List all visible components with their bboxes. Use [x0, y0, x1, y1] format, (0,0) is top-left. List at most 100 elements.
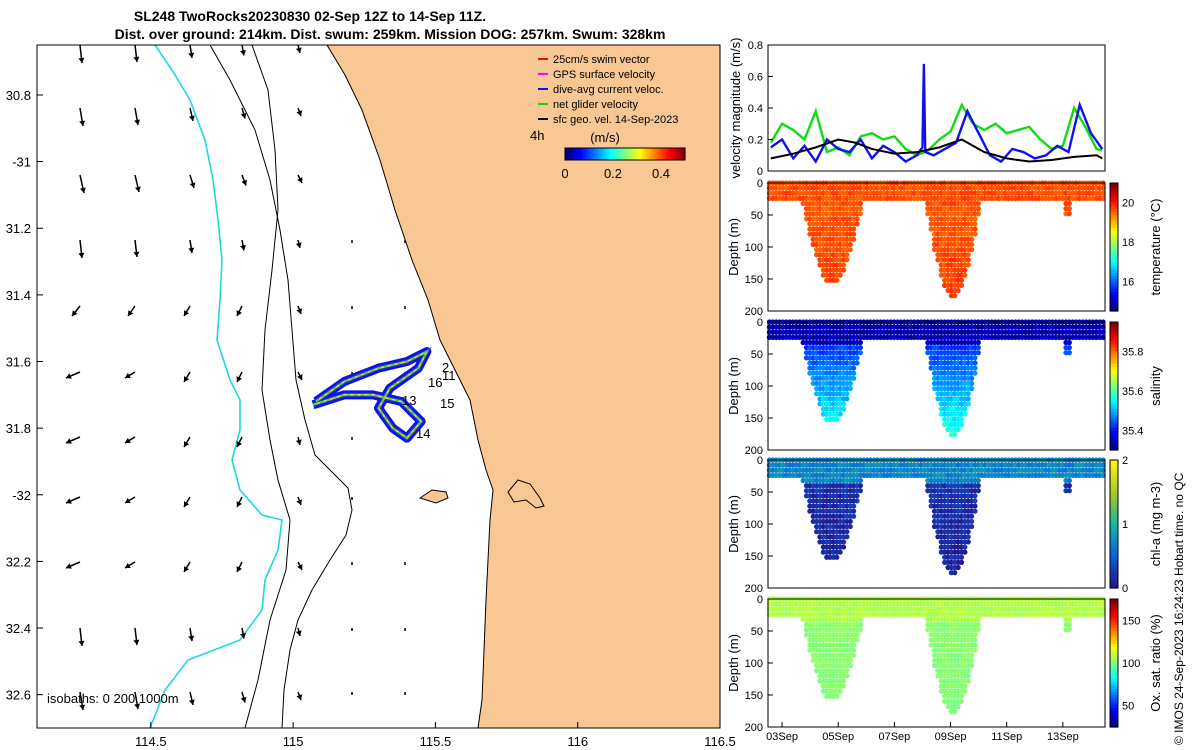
- profile-sample-point: [969, 246, 975, 253]
- profile-colorbar-tick: 1: [1122, 519, 1128, 531]
- profile-sample-point: [851, 365, 857, 371]
- profile-colorbar-cell: [1110, 231, 1118, 235]
- velocity-plot-area: [768, 45, 1105, 171]
- profile-colorbar-cell: [1110, 208, 1118, 213]
- y-tick-label: 31.4: [6, 288, 31, 303]
- current-arrow-head: [188, 247, 195, 253]
- profile-colorbar-cell: [1110, 322, 1118, 326]
- current-arrow-head: [236, 310, 242, 316]
- profile-colorbar-cell: [1110, 618, 1118, 622]
- map-axis-ticks: 114.5 115 115.5 116 116.5 30.8 -31 31.2 31.4 31.6…: [6, 88, 736, 749]
- profile-sample-point: [975, 616, 981, 623]
- profile-colorbar-cell: [1110, 256, 1118, 261]
- current-arrow-head: [125, 437, 131, 443]
- profile-sample-point: [972, 637, 978, 643]
- profile-sample-point: [847, 523, 853, 530]
- profile-sample-point: [1066, 345, 1072, 351]
- profile-sample-point: [844, 529, 850, 535]
- date-tick-label: 09Sep: [935, 731, 967, 743]
- current-arrow-head: [133, 56, 140, 62]
- profile-sample-point: [969, 513, 975, 519]
- rottnest-island: [418, 489, 449, 504]
- colorbar-frame: [564, 147, 686, 161]
- profile-colorbar-tick: 18: [1122, 237, 1134, 249]
- profile-sample-point: [972, 216, 978, 222]
- profile-sample-point: [965, 529, 971, 535]
- chla-panel: 0 50 100 150 200 Depth (m) 2 1 0 chl-a (mg m-3): [726, 455, 1163, 595]
- current-arrow-head: [134, 119, 141, 125]
- profile-colorbar-cell: [1110, 688, 1118, 693]
- track-glider-path: [312, 350, 429, 439]
- current-arrow-head: [79, 187, 86, 193]
- profile-sample-point: [840, 539, 847, 545]
- colorbar-cell: [681, 148, 684, 160]
- profile-colorbar-cell: [1110, 717, 1118, 722]
- profile-colorbar-cell: [1110, 440, 1118, 445]
- colorbar-cell: [583, 148, 586, 160]
- salinity-panel: 0 50 100 150 200 Depth (m) 35.8 35.6 35.4 salinit…: [726, 317, 1163, 457]
- colorbar-cell: [659, 148, 662, 160]
- colorbar-cell: [657, 148, 660, 160]
- profile-colorbar-cell: [1110, 386, 1118, 390]
- profile-sample-point: [969, 380, 975, 387]
- isobath-label: isobaths: 0 200 1000m: [47, 691, 179, 706]
- profile-colorbar-cell: [1110, 714, 1118, 718]
- profile-sample-point: [854, 498, 860, 504]
- colorbar-cell: [579, 148, 582, 160]
- depth-tick-label: 150: [745, 274, 763, 286]
- copyright-note: © IMOS 24-Sep-2023 16:24:23 Hobart time.…: [1172, 472, 1186, 745]
- colorbar-cell: [671, 148, 674, 160]
- colorbar-cell: [605, 148, 608, 160]
- colorbar-cell: [665, 148, 668, 160]
- profile-sample-point: [857, 477, 863, 484]
- depth-tick-label: 0: [757, 455, 763, 467]
- profile-sample-point: [1100, 195, 1106, 201]
- profile-sample-point: [965, 391, 971, 397]
- colorbar-cell: [653, 148, 656, 160]
- profile-sample-point: [962, 267, 968, 273]
- colorbar-cell: [627, 148, 630, 160]
- profile-colorbar-tick: 2: [1122, 455, 1128, 467]
- colorbar-tick-label: 0.2: [604, 166, 622, 181]
- profile-sample-point: [962, 544, 968, 550]
- current-arrow-head: [240, 245, 247, 251]
- profile-colorbar-cell: [1110, 469, 1118, 474]
- profile-colorbar-cell: [1110, 647, 1118, 651]
- profile-sample-point: [857, 488, 863, 494]
- profile-colorbar-cell: [1110, 527, 1118, 531]
- profile-sample-point: [952, 709, 958, 715]
- depth-axis-label: Depth (m): [726, 218, 741, 276]
- current-arrow-head: [184, 501, 190, 507]
- profile-colorbar-cell: [1110, 682, 1118, 686]
- profile-colorbar-cell: [1110, 373, 1118, 377]
- current-arrow-head: [133, 251, 140, 257]
- profile-sample-point: [851, 226, 857, 232]
- profile-sample-point: [972, 226, 978, 232]
- profile-sample-point: [857, 206, 863, 212]
- profile-sample-point: [969, 657, 975, 664]
- profile-colorbar-cell: [1110, 382, 1118, 387]
- profile-sample-point: [851, 647, 857, 653]
- profile-colorbar-cell: [1110, 562, 1118, 567]
- profile-colorbar-cell: [1110, 266, 1118, 270]
- profile-colorbar-cell: [1110, 520, 1118, 525]
- profile-colorbar-cell: [1110, 269, 1118, 274]
- profile-colorbar-cell: [1110, 263, 1118, 267]
- profile-colorbar-cell: [1110, 559, 1118, 563]
- profile-sample-point: [969, 385, 975, 392]
- profile-colorbar-cell: [1110, 350, 1118, 355]
- profile-sample-point: [844, 673, 850, 679]
- current-arrow-head: [188, 115, 195, 121]
- profile-sample-point: [851, 236, 857, 242]
- profile-colorbar-cell: [1110, 691, 1118, 696]
- profile-colorbar-cell: [1110, 608, 1118, 613]
- profile-colorbar-cell: [1110, 227, 1118, 232]
- depth-axis-label: Depth (m): [726, 357, 741, 415]
- profile-colorbar-cell: [1110, 463, 1118, 467]
- profile-colorbar-cell: [1110, 234, 1118, 238]
- profile-sample-point: [1066, 483, 1072, 489]
- profile-sample-point: [975, 350, 981, 356]
- profile-colorbar-tick: 150: [1122, 615, 1140, 627]
- profile-sample-point: [851, 375, 857, 381]
- profile-colorbar-label: chl-a (mg m-3): [1148, 482, 1163, 567]
